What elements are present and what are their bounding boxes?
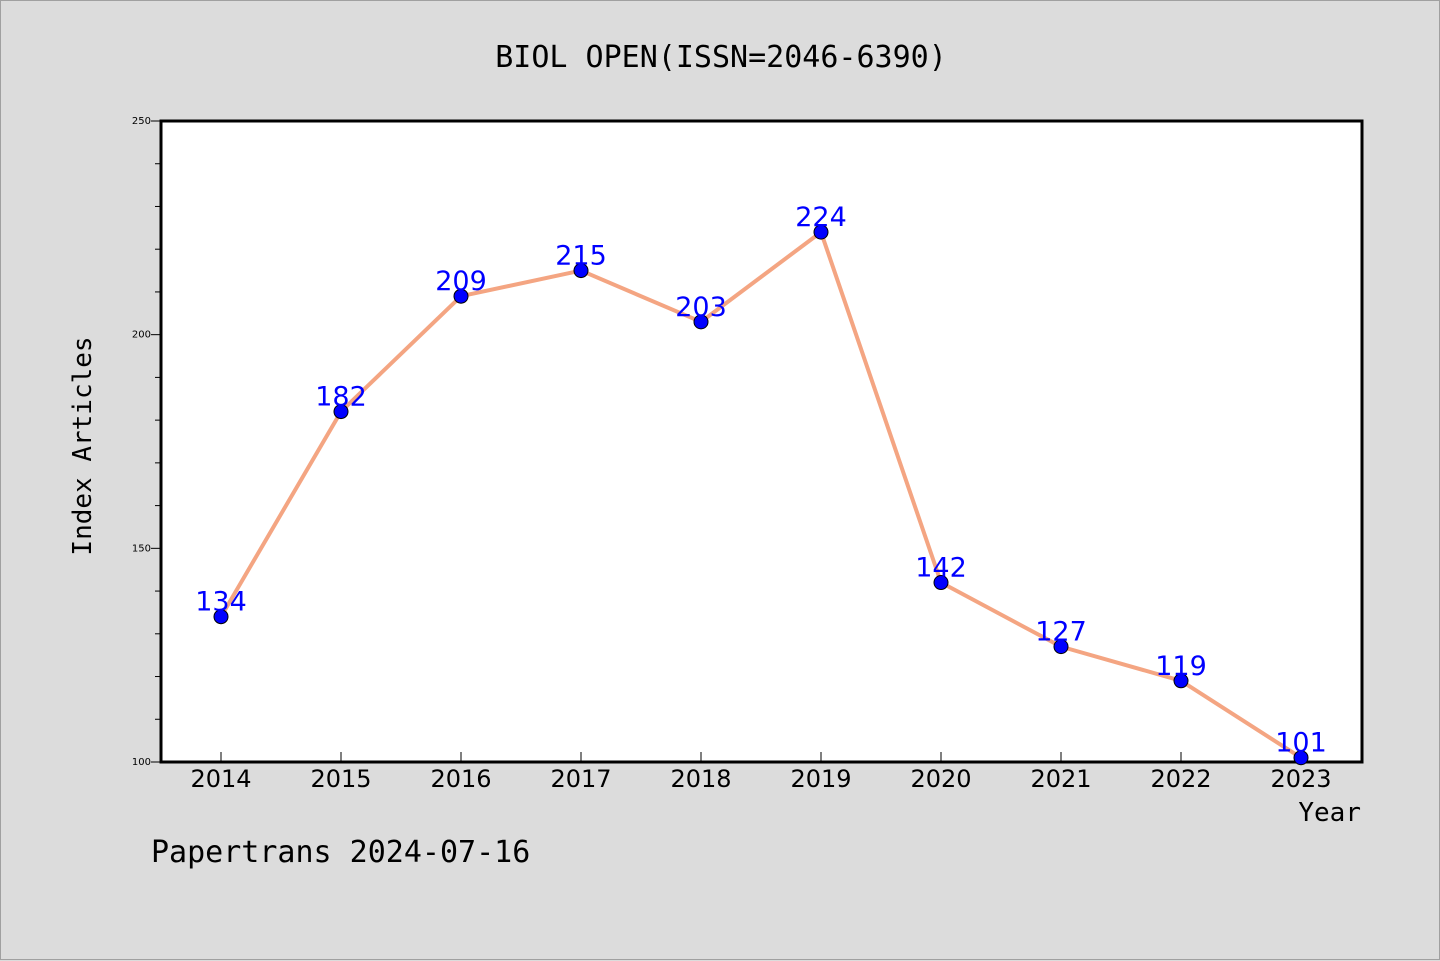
y-axis: 100 150 200 250 xyxy=(132,116,161,768)
x-axis: 2014 2015 2016 2017 2018 2019 2020 2021 2022 2023 xyxy=(190,752,1332,793)
x-tick-label: 2022 xyxy=(1150,765,1211,793)
data-point xyxy=(933,575,949,591)
y-axis-label: Index Articles xyxy=(68,336,98,555)
data-point xyxy=(693,314,709,330)
x-tick-label: 2023 xyxy=(1270,765,1331,793)
data-label: 127 xyxy=(1035,617,1087,648)
data-label: 209 xyxy=(435,266,487,297)
data-point xyxy=(213,609,229,625)
data-label: 142 xyxy=(915,553,967,584)
data-point xyxy=(333,404,349,420)
data-point xyxy=(453,288,469,304)
series-layer: 134 182 209 215 203 224 142 127 119 101 xyxy=(195,202,1327,766)
data-point xyxy=(813,224,829,240)
x-tick-label: 2021 xyxy=(1030,765,1091,793)
data-label: 215 xyxy=(555,241,607,272)
data-point xyxy=(1053,639,1069,655)
data-label: 134 xyxy=(195,587,247,618)
x-tick-label: 2016 xyxy=(430,765,491,793)
y-tick-label: 250 xyxy=(132,116,151,127)
x-tick-label: 2018 xyxy=(670,765,731,793)
data-label: 101 xyxy=(1275,728,1327,759)
data-point xyxy=(573,263,589,279)
data-label: 203 xyxy=(675,292,727,323)
chart-title: BIOL OPEN(ISSN=2046-6390) xyxy=(495,40,947,75)
data-label: 182 xyxy=(315,382,367,413)
plot-area xyxy=(159,119,1364,764)
x-tick-label: 2019 xyxy=(790,765,851,793)
data-point xyxy=(1293,750,1309,766)
x-tick-label: 2014 xyxy=(190,765,251,793)
footer-note: Papertrans 2024-07-16 xyxy=(151,835,531,870)
x-tick-label: 2017 xyxy=(550,765,611,793)
data-label: 224 xyxy=(795,202,847,233)
data-label: 119 xyxy=(1155,651,1207,682)
y-tick-label: 100 xyxy=(132,757,151,768)
y-tick-label: 200 xyxy=(132,330,151,341)
data-point xyxy=(1173,673,1189,689)
x-axis-label: Year xyxy=(1298,798,1361,828)
series-line xyxy=(219,230,1303,760)
y-tick-label: 150 xyxy=(132,543,151,554)
x-tick-label: 2015 xyxy=(310,765,371,793)
x-tick-label: 2020 xyxy=(910,765,971,793)
